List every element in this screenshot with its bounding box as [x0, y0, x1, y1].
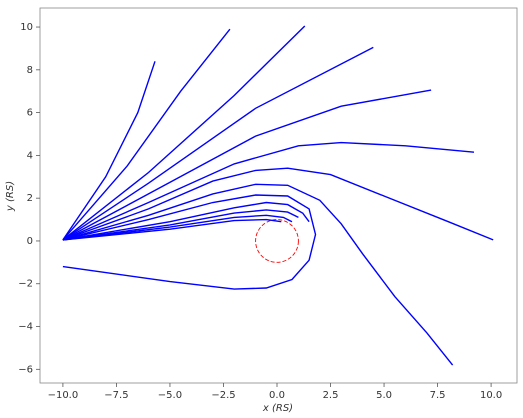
y-tick-label: 4 [27, 150, 33, 161]
y-tick-label: 10 [20, 22, 33, 33]
ray-line [62, 183, 454, 366]
x-tick-label: 5.0 [376, 390, 392, 401]
y-axis-label: y (RS) [5, 181, 16, 212]
ray-line [62, 201, 310, 241]
ray-line [62, 141, 475, 241]
x-tick-label: 10.0 [480, 390, 502, 401]
y-tick-label: −2 [18, 279, 33, 290]
x-tick-label: 7.5 [430, 390, 446, 401]
plot-frame [39, 7, 518, 384]
ray-line [62, 218, 282, 241]
y-tick-label: 6 [27, 108, 33, 119]
ray-line [62, 28, 231, 241]
x-tick-label: −2.5 [211, 390, 235, 401]
y-tick-label: 0 [27, 236, 33, 247]
ray-line [62, 214, 293, 241]
x-tick-label: −7.5 [104, 390, 128, 401]
ray-line [62, 25, 306, 241]
x-tick-label: −5.0 [158, 390, 182, 401]
ray-line [62, 194, 317, 290]
ray-line [62, 46, 374, 241]
ray-line [62, 61, 156, 241]
ray-line [62, 209, 299, 241]
ray-line [62, 167, 494, 241]
y-tick-label: −4 [18, 322, 33, 333]
x-tick-label: 0.0 [269, 390, 285, 401]
y-tick-label: −6 [18, 364, 33, 375]
x-tick-label: −10.0 [48, 390, 79, 401]
ray-line [62, 89, 432, 241]
x-tick-label: 2.5 [323, 390, 339, 401]
y-tick-label: 2 [27, 193, 33, 204]
x-axis-label: x (RS) [262, 403, 293, 414]
schwarzschild-circle [255, 219, 299, 263]
y-tick-label: 8 [27, 65, 33, 76]
